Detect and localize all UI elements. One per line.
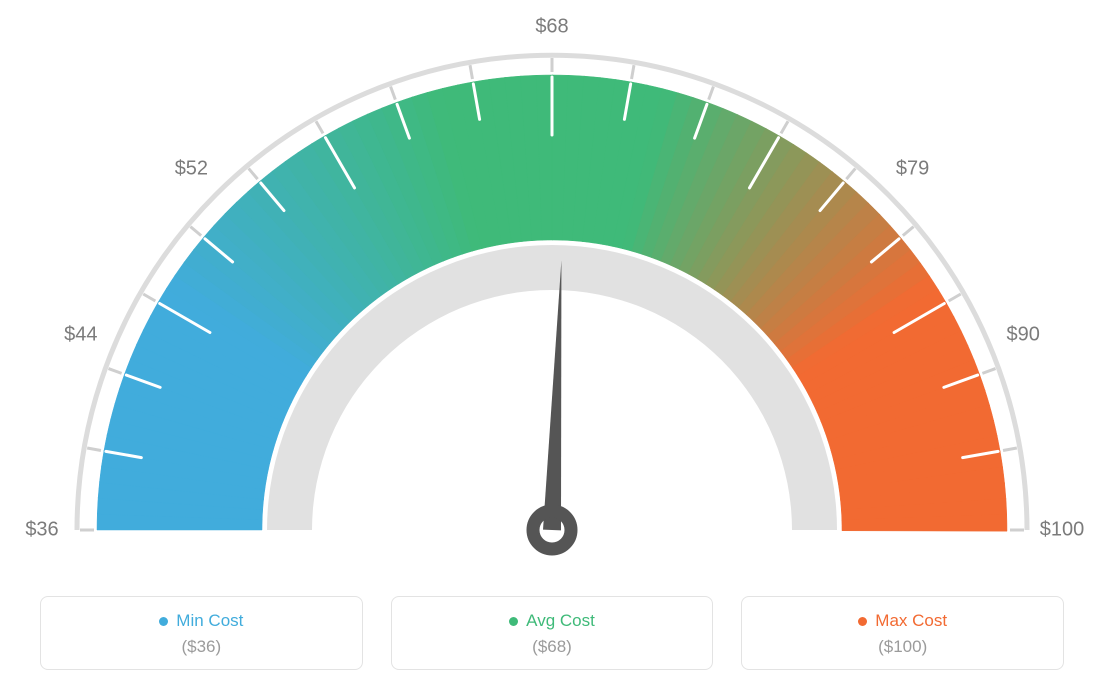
legend-max-value: ($100) bbox=[752, 637, 1053, 657]
gauge-tick-label: $36 bbox=[25, 519, 58, 542]
legend-avg-dot bbox=[509, 617, 518, 626]
legend-avg-label: Avg Cost bbox=[526, 611, 595, 631]
legend-card-avg: Avg Cost ($68) bbox=[391, 596, 714, 670]
legend-row: Min Cost ($36) Avg Cost ($68) Max Cost (… bbox=[40, 596, 1064, 670]
gauge-tick-label: $68 bbox=[535, 16, 568, 39]
gauge-svg bbox=[0, 0, 1104, 590]
legend-max-header: Max Cost bbox=[752, 611, 1053, 631]
gauge-tick-label: $90 bbox=[1006, 323, 1039, 346]
gauge-tick-label: $52 bbox=[175, 158, 208, 181]
legend-min-dot bbox=[159, 617, 168, 626]
gauge-tick-label: $44 bbox=[64, 323, 97, 346]
legend-min-label: Min Cost bbox=[176, 611, 243, 631]
legend-avg-value: ($68) bbox=[402, 637, 703, 657]
cost-gauge-widget: $36 $44 $52 $68 $79 $90 $100 Min Cost ($36) Av… bbox=[0, 0, 1104, 690]
legend-card-min: Min Cost ($36) bbox=[40, 596, 363, 670]
legend-max-label: Max Cost bbox=[875, 611, 947, 631]
gauge-chart: $36 $44 $52 $68 $79 $90 $100 bbox=[0, 0, 1104, 590]
legend-card-max: Max Cost ($100) bbox=[741, 596, 1064, 670]
gauge-tick-label: $79 bbox=[896, 158, 929, 181]
gauge-tick-label: $100 bbox=[1040, 519, 1085, 542]
legend-min-value: ($36) bbox=[51, 637, 352, 657]
legend-min-header: Min Cost bbox=[51, 611, 352, 631]
legend-max-dot bbox=[858, 617, 867, 626]
legend-avg-header: Avg Cost bbox=[402, 611, 703, 631]
